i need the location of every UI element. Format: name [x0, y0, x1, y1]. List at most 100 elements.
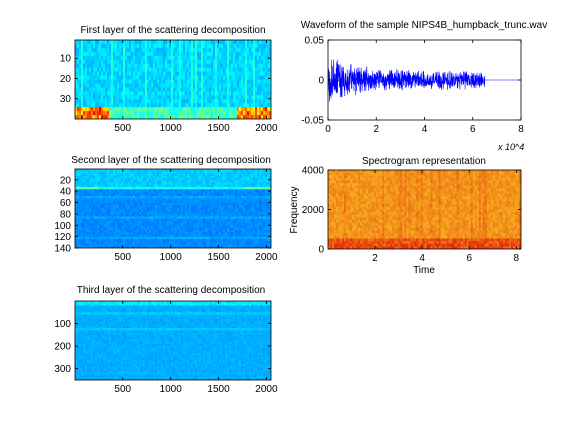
layer2-cell — [97, 173, 100, 177]
layer2-cell — [81, 207, 84, 211]
layer2-cell — [177, 191, 180, 195]
layer2-cell — [239, 182, 242, 186]
layer2-cell — [91, 236, 94, 240]
layer2-cell — [151, 241, 154, 245]
layer1-cell — [143, 40, 146, 45]
layer2-cell — [179, 193, 182, 197]
layer2-cell — [163, 202, 166, 206]
layer2-cell — [137, 234, 140, 238]
layer2-cell — [205, 236, 208, 240]
layer2-cell — [169, 182, 172, 186]
layer1-cell — [109, 99, 112, 104]
layer1-cell — [251, 79, 254, 85]
layer1-cell — [77, 43, 80, 49]
layer1-cell — [221, 40, 224, 45]
layer2-cell — [227, 184, 230, 188]
layer2-cell — [107, 187, 110, 190]
layer1-cell — [201, 111, 204, 116]
layer2-cell — [237, 227, 240, 231]
layer2-cell — [221, 227, 224, 231]
layer1-cell — [263, 111, 266, 116]
layer2-cell — [167, 225, 170, 229]
layer2-cell — [161, 180, 164, 184]
layer2-cell — [177, 207, 180, 211]
layer1-cell — [85, 83, 88, 88]
layer1-cell — [109, 95, 112, 100]
layer1-cell — [241, 71, 244, 77]
layer1-cell — [183, 79, 186, 85]
layer2-cell — [81, 178, 84, 181]
layer1-cell — [225, 40, 228, 45]
layer1-cell — [153, 83, 156, 88]
layer2-cell — [131, 238, 134, 242]
layer1-cell — [77, 91, 80, 96]
layer2-cell — [167, 229, 170, 233]
layer1-cell — [211, 71, 214, 77]
layer2-cell — [207, 223, 210, 227]
layer2-cell — [201, 200, 204, 204]
layer1-cell — [221, 107, 224, 112]
layer2-cell — [159, 238, 162, 242]
layer2-cell — [239, 225, 242, 229]
layer2-cell — [131, 241, 134, 245]
layer1-cell — [81, 75, 84, 81]
layer2-cell — [103, 202, 106, 206]
layer2-cell — [221, 196, 224, 199]
layer1-cell — [129, 40, 132, 45]
layer1-cell — [123, 111, 126, 116]
layer2-cell — [179, 182, 182, 186]
layer1-cell — [211, 63, 214, 69]
layer2-cell — [167, 171, 170, 175]
layer2-cell — [135, 236, 138, 240]
layer2-cell — [109, 184, 112, 188]
layer2-cell — [87, 243, 90, 247]
layer1-cell — [117, 79, 120, 85]
layer2-cell — [115, 193, 118, 197]
layer2-cell — [131, 243, 134, 247]
layer2-cell — [95, 178, 98, 181]
layer1-cell — [127, 67, 130, 73]
layer1-cell — [159, 87, 162, 92]
layer2-cell — [97, 191, 100, 195]
layer1-cell — [203, 103, 206, 108]
layer1-cell — [213, 107, 216, 112]
layer1-cell — [99, 43, 102, 49]
layer1-cell — [251, 111, 254, 116]
layer2-cell — [145, 189, 148, 193]
layer1-cell — [219, 75, 222, 81]
layer2-cell — [113, 200, 116, 204]
layer2-cell — [189, 227, 192, 231]
layer2-cell — [199, 196, 202, 199]
layer2-cell — [81, 225, 84, 229]
layer2-cell — [219, 200, 222, 204]
layer1-cell — [129, 99, 132, 104]
layer2-cell — [121, 178, 124, 181]
layer1-cell — [85, 43, 88, 49]
layer2-cell — [213, 238, 216, 242]
layer2-cell — [241, 211, 244, 215]
layer2-cell — [147, 191, 150, 195]
layer2-cell — [149, 171, 152, 175]
layer2-cell — [153, 202, 156, 206]
layer2-cell — [185, 207, 188, 211]
layer1-cell — [237, 95, 240, 100]
layer2-cell — [103, 198, 106, 202]
layer2-cell — [119, 202, 122, 206]
layer2-cell — [107, 175, 110, 179]
layer2-cell — [189, 232, 192, 236]
layer2-cell — [227, 220, 230, 224]
layer1-cell — [81, 43, 84, 49]
layer2-cell — [119, 207, 122, 211]
layer2-cell — [89, 189, 92, 193]
layer2-cell — [237, 245, 240, 248]
layer2-cell — [147, 178, 150, 181]
layer1-cell — [193, 71, 196, 77]
layer1-cell — [115, 47, 118, 53]
layer2-cell — [221, 229, 224, 233]
layer1-cell — [111, 115, 114, 119]
layer1-cell — [81, 111, 84, 116]
layer2-cell — [119, 245, 122, 248]
layer1-cell — [179, 83, 182, 88]
layer1-cell — [259, 75, 262, 81]
layer2-cell — [155, 234, 158, 238]
